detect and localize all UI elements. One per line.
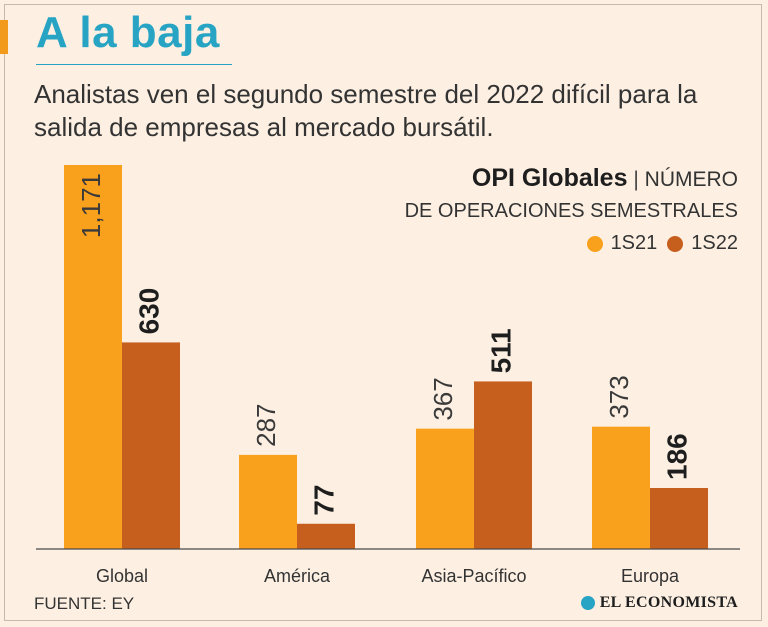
data-label-1s21-am-rica: 287 [251, 403, 281, 446]
accent-bar [0, 20, 8, 54]
data-label-1s22-asia-pac-fico: 511 [485, 328, 516, 373]
bar-1s21-europa [592, 426, 650, 549]
headline: A la baja [36, 8, 220, 57]
legend-dot-1s21 [586, 235, 603, 252]
legend-title-bold: OPI Globales [471, 164, 628, 192]
legend-subtitle: DE OPERACIONES SEMESTRALES [404, 200, 738, 222]
bar-1s21-asia-pac-fico [416, 428, 474, 549]
frame [4, 4, 762, 621]
brand-name: EL ECONOMISTA [599, 594, 738, 611]
legend-separator: | [633, 168, 639, 191]
legend-label-1s21: 1S21 [610, 232, 658, 254]
x-tick-asia-pac-fico: Asia-Pacífico [421, 566, 526, 586]
data-label-1s21-europa: 373 [604, 375, 634, 418]
bar-1s22-europa [650, 488, 708, 549]
data-label-1s22-am-rica: 77 [308, 485, 339, 516]
data-label-1s21-asia-pac-fico: 367 [428, 377, 458, 420]
legend-key-1s22: 1S22 [667, 232, 738, 255]
bar-1s21-global [64, 165, 122, 549]
data-label-1s21-global: 1,171 [76, 173, 106, 238]
data-label-1s22-global: 630 [133, 288, 164, 335]
source-note: FUENTE: EY [34, 594, 135, 613]
legend-title-rest: NÚMERO [644, 168, 738, 191]
legend-label-1s22: 1S22 [691, 232, 738, 254]
brand-logo: EL ECONOMISTA [580, 594, 738, 612]
data-label-1s22-europa: 186 [661, 433, 692, 480]
x-tick-global: Global [96, 566, 148, 586]
legend-title: OPI Globales | NÚMERO [472, 164, 738, 193]
x-tick-europa: Europa [621, 566, 680, 586]
bar-1s21-am-rica [239, 454, 297, 549]
headline-rule [36, 64, 232, 65]
bar-1s22-asia-pac-fico [474, 381, 532, 549]
subtitle: Analistas ven el segundo semestre del 20… [34, 79, 698, 142]
legend: 1S21 1S22 [586, 232, 738, 255]
legend-key-1s21: 1S21 [586, 232, 658, 255]
bar-1s22-global [122, 342, 180, 549]
x-tick-am-rica: América [264, 566, 331, 586]
legend-dot-1s22 [667, 235, 684, 252]
bar-1s22-am-rica [297, 523, 355, 549]
brand-mark-icon [580, 596, 595, 610]
